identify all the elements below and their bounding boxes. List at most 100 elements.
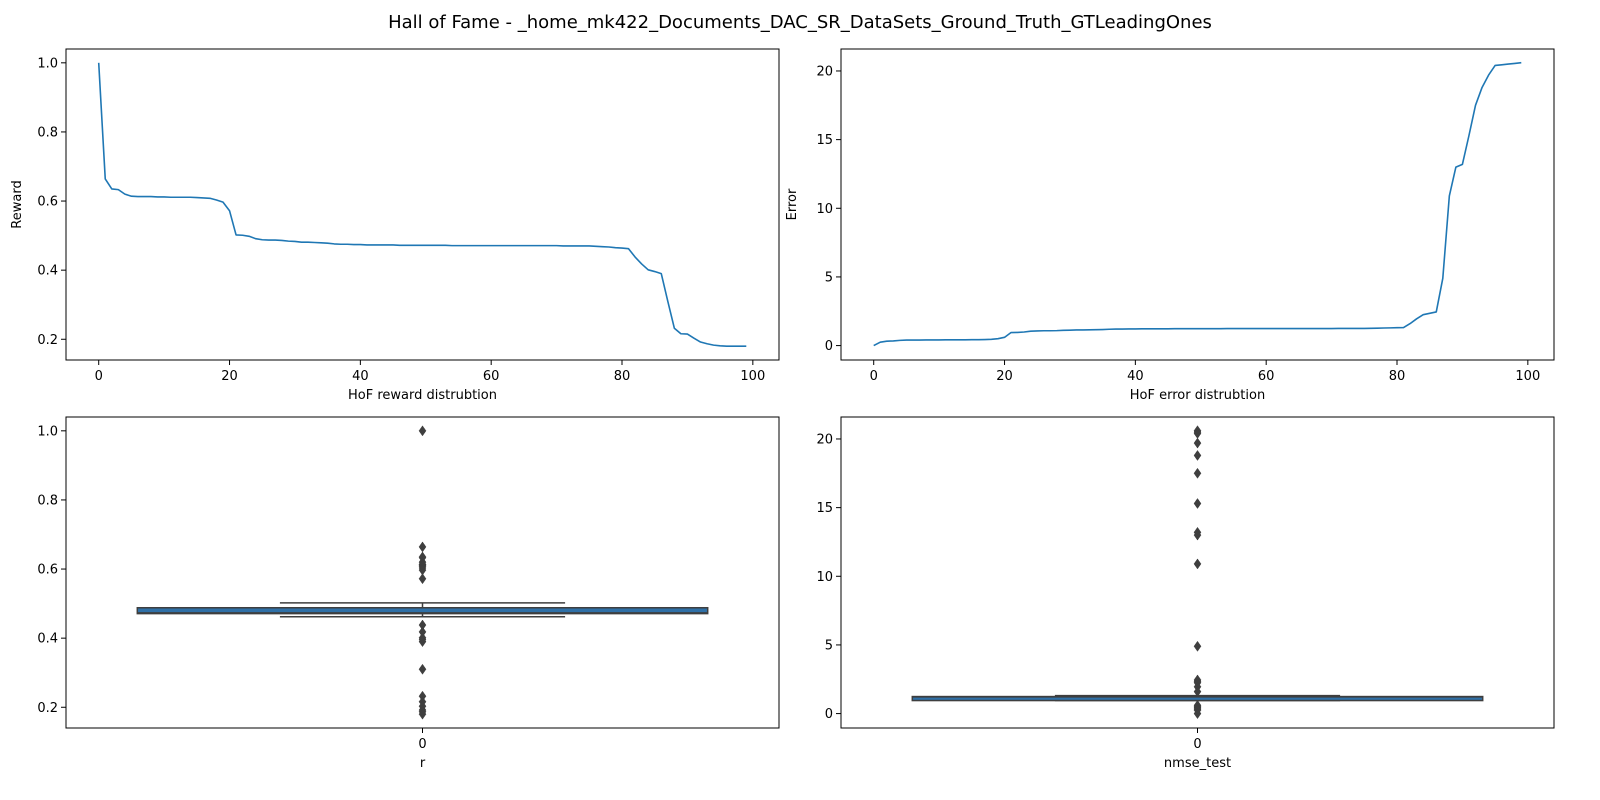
data-point (739, 345, 741, 347)
data-point (287, 240, 289, 242)
data-point (98, 62, 100, 64)
data-point (444, 244, 446, 246)
flier (1193, 450, 1202, 461)
y-tick-label: 0.8 (37, 493, 58, 508)
data-point (222, 201, 224, 203)
data-point (169, 196, 171, 198)
data-point (313, 241, 315, 243)
data-point (1389, 327, 1391, 329)
data-point (1435, 311, 1437, 313)
data-point (268, 239, 270, 241)
x-tick-label: 0 (870, 369, 878, 384)
data-point (971, 338, 973, 340)
data-point (398, 244, 400, 246)
data-point (202, 197, 204, 199)
data-point (1481, 86, 1483, 88)
data-point (1088, 329, 1090, 331)
data-point (1036, 330, 1038, 332)
data-point (568, 245, 570, 247)
data-point (307, 241, 309, 243)
data-point (958, 339, 960, 341)
y-tick-label: 0.6 (37, 563, 58, 578)
data-point (1154, 328, 1156, 330)
y-tick-label: 10 (816, 570, 833, 585)
data-point (588, 245, 590, 247)
data-point (732, 345, 734, 347)
data-point (1186, 327, 1188, 329)
data-point (1330, 327, 1332, 329)
data-point (997, 338, 999, 340)
data-point (457, 244, 459, 246)
y-tick-label: 0.2 (37, 701, 58, 716)
data-point (183, 196, 185, 198)
flier (418, 708, 427, 720)
data-point (1415, 318, 1417, 320)
plot-frame (65, 48, 780, 361)
subplot-3: 0.2 0.4 0.6 0.8 1.0 0 r (37, 416, 780, 771)
x-tick-label: 100 (740, 369, 765, 384)
data-point (137, 195, 139, 197)
y-tick-label: 20 (816, 432, 833, 447)
data-point (209, 197, 211, 199)
data-point (1226, 327, 1228, 329)
data-point (1461, 163, 1463, 165)
series-line (97, 62, 747, 347)
data-point (1298, 327, 1300, 329)
data-point (346, 243, 348, 245)
data-point (654, 270, 656, 272)
data-point (990, 338, 992, 340)
data-point (693, 337, 695, 339)
flier (418, 636, 427, 648)
data-point (1487, 74, 1489, 76)
data-point (1141, 328, 1143, 330)
data-point (1206, 327, 1208, 329)
data-point (124, 193, 126, 195)
plot-frame (65, 416, 780, 729)
data-point (706, 343, 708, 345)
data-point (1324, 327, 1326, 329)
flier (1193, 640, 1202, 652)
data-point (555, 244, 557, 246)
data-point (660, 272, 662, 274)
x-axis-label: r (420, 756, 426, 771)
x-tick-label: 40 (352, 369, 369, 384)
data-point (1160, 328, 1162, 330)
data-point (1101, 328, 1103, 330)
data-point (281, 239, 283, 241)
data-point (274, 239, 276, 241)
y-tick-label: 5 (825, 638, 833, 653)
data-point (248, 235, 250, 237)
data-point (1285, 327, 1287, 329)
data-point (1455, 166, 1457, 168)
y-tick-label: 0.4 (37, 264, 58, 279)
data-point (899, 339, 901, 341)
data-point (1514, 62, 1516, 64)
data-point (254, 238, 256, 240)
data-point (951, 339, 953, 341)
y-tick-label: 10 (816, 202, 833, 217)
y-axis-label: Error (785, 188, 800, 220)
data-point (189, 196, 191, 198)
flier (418, 541, 427, 553)
x-tick-label: 100 (1515, 369, 1540, 384)
data-point (879, 341, 881, 343)
data-point (977, 338, 979, 340)
y-tick-label: 0.2 (37, 333, 58, 348)
x-tick-label: 0 (418, 737, 426, 752)
data-point (1134, 328, 1136, 330)
data-point (1043, 330, 1045, 332)
x-tick-label: 80 (614, 369, 631, 384)
data-point (130, 195, 132, 197)
data-point (627, 248, 629, 250)
data-point (1173, 327, 1175, 329)
data-point (1049, 330, 1051, 332)
data-point (745, 345, 747, 347)
data-point (411, 244, 413, 246)
data-point (1010, 331, 1012, 333)
data-point (353, 243, 355, 245)
data-point (1258, 327, 1260, 329)
data-point (235, 234, 237, 236)
data-point (477, 244, 479, 246)
data-point (372, 244, 374, 246)
data-point (294, 240, 296, 242)
